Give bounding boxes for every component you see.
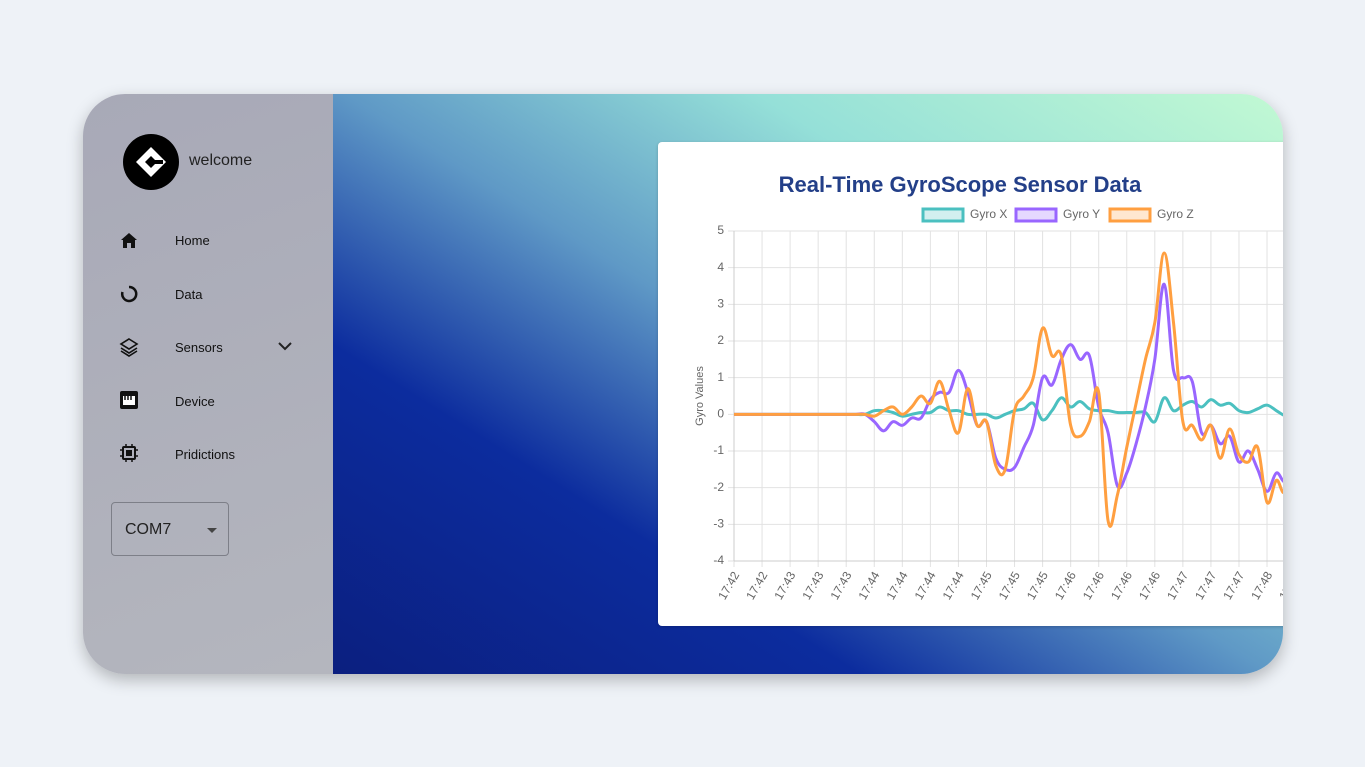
nav-data[interactable]: Data	[175, 287, 203, 302]
x-tick-label: 17:43	[799, 569, 826, 602]
nav-device[interactable]: Device	[175, 394, 215, 409]
series-line	[734, 282, 1283, 493]
port-select[interactable]: COM7	[111, 502, 229, 556]
legend-label: Gyro Z	[1157, 207, 1194, 221]
legend-swatch	[1014, 207, 1058, 223]
sensors-icon	[119, 338, 139, 357]
home-icon	[121, 233, 137, 248]
x-tick-label: 17:45	[968, 569, 995, 602]
x-tick-label: 17:44	[912, 569, 939, 602]
x-tick-label: 17:43	[827, 569, 854, 602]
x-tick-label: 17:42	[743, 569, 770, 602]
legend-label: Gyro Y	[1063, 207, 1100, 221]
x-tick-label: 17:48	[1276, 569, 1283, 602]
x-tick-label: 17:44	[884, 569, 911, 602]
chart: Real-Time GyroScope Sensor Data Gyro Val…	[694, 172, 1283, 602]
x-tick-label: 17:48	[1248, 569, 1275, 602]
main-area: Real-Time GyroScope Sensor Data Gyro Val…	[333, 94, 1283, 674]
x-tick-label: 17:42	[715, 569, 742, 602]
data-icon	[120, 285, 138, 303]
device-icon	[120, 391, 138, 409]
nav-sensors[interactable]: Sensors	[175, 340, 223, 355]
x-tick-label: 17:44	[940, 569, 967, 602]
logo-icon	[136, 147, 166, 177]
port-value: COM7	[125, 521, 172, 538]
y-tick-label: 0	[717, 407, 724, 421]
y-tick-label: -2	[713, 480, 724, 494]
chevron[interactable]	[277, 340, 293, 352]
x-tick-label: 17:45	[996, 569, 1023, 602]
legend-swatch	[1108, 207, 1152, 223]
y-tick-label: -1	[713, 443, 724, 457]
x-tick-label: 17:43	[771, 569, 798, 602]
x-tick-label: 17:46	[1108, 569, 1135, 602]
x-tick-label: 17:45	[1024, 569, 1051, 602]
sidebar: welcome Home Data Sensors Device Pridict…	[83, 94, 333, 674]
y-tick-label: 2	[717, 333, 724, 347]
app-card: welcome Home Data Sensors Device Pridict…	[83, 94, 1283, 674]
x-tick-label: 17:44	[855, 569, 882, 602]
y-tick-label: -4	[713, 553, 724, 567]
x-tick-label: 17:46	[1136, 569, 1163, 602]
y-axis-title: Gyro Values	[694, 366, 706, 426]
legend-swatch	[921, 207, 965, 223]
x-tick-label: 17:47	[1164, 569, 1191, 602]
y-tick-label: 5	[717, 223, 724, 237]
select-arrow	[207, 528, 217, 533]
brand: welcome	[189, 152, 253, 169]
series-line	[734, 251, 1283, 528]
chart-title: Real-Time GyroScope Sensor Data	[779, 172, 1142, 197]
series-line	[734, 396, 1283, 424]
x-tick-label: 17:47	[1192, 569, 1219, 602]
y-tick-label: 1	[717, 370, 724, 384]
legend-label: Gyro X	[970, 207, 1007, 221]
x-tick-label: 17:46	[1080, 569, 1107, 602]
x-tick-label: 17:46	[1052, 569, 1079, 602]
nav-predictions[interactable]: Pridictions	[175, 447, 235, 462]
predictions-icon	[120, 444, 138, 462]
nav-home[interactable]: Home	[175, 233, 210, 248]
x-tick-label: 17:47	[1220, 569, 1247, 602]
logo	[123, 134, 179, 190]
y-tick-label: -3	[713, 517, 724, 531]
y-tick-label: 4	[717, 260, 724, 274]
y-tick-label: 3	[717, 297, 724, 311]
chart-panel: Real-Time GyroScope Sensor Data Gyro Val…	[658, 142, 1283, 626]
